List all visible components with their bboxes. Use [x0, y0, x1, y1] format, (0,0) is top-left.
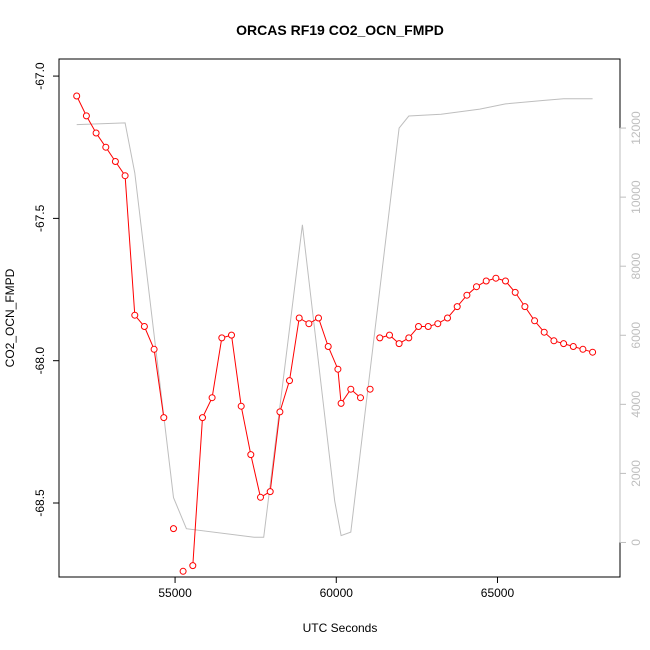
data-point [463, 291, 471, 299]
y2-tick-label: 10000 [629, 180, 643, 214]
data-point [560, 340, 568, 348]
y2-tick-label: 6000 [629, 322, 643, 349]
y-tick-label: -68.5 [33, 489, 47, 517]
y-tick-label: -67.5 [33, 204, 47, 232]
y2-tick-label: 4000 [629, 391, 643, 418]
y-tick-label: -68.0 [33, 347, 47, 375]
data-point [550, 337, 558, 345]
data-point [131, 311, 139, 319]
chart-title: ORCAS RF19 CO2_OCN_FMPD [236, 22, 444, 38]
data-point [92, 129, 100, 137]
data-point [434, 320, 442, 328]
data-point [266, 488, 274, 496]
data-point [102, 143, 110, 151]
data-point [502, 277, 509, 285]
data-point [395, 340, 403, 348]
data-point [366, 385, 374, 393]
data-point [82, 112, 90, 120]
data-point [150, 345, 158, 353]
data-point [73, 92, 81, 100]
data-point [569, 343, 577, 350]
x-tick-label: 55000 [158, 586, 192, 600]
data-point [305, 320, 313, 328]
primary-series-layer [73, 92, 597, 575]
y-tick-label: -67.0 [33, 62, 47, 90]
data-point [286, 377, 293, 385]
x-tick-label: 65000 [481, 586, 515, 600]
data-point [247, 451, 255, 459]
data-point [453, 303, 461, 311]
secondary-series-layer [76, 98, 593, 538]
data-point [376, 334, 384, 342]
data-point [111, 158, 119, 165]
data-point [473, 283, 480, 291]
data-point [257, 493, 264, 501]
data-point [482, 277, 490, 285]
data-point [324, 343, 332, 350]
data-point [511, 288, 519, 296]
data-point [531, 317, 539, 325]
data-point [337, 399, 345, 407]
y2-tick-label: 12000 [629, 111, 643, 145]
data-point [386, 331, 393, 339]
data-point [579, 345, 587, 353]
data-point [589, 348, 597, 356]
data-point [276, 408, 284, 416]
y2-tick-label: 8000 [629, 253, 643, 280]
data-point [295, 314, 303, 322]
y-axis-label: CO2_OCN_FMPD [3, 268, 17, 367]
y2-tick-label: 0 [629, 539, 643, 546]
data-point [170, 525, 177, 533]
data-point [179, 567, 187, 575]
data-point [347, 385, 355, 393]
data-point [199, 414, 206, 422]
data-point [160, 414, 168, 422]
y-axis: -68.5 -68.0 -67.5 -67.0 [33, 62, 60, 517]
x-axis: 55000 60000 65000 [158, 576, 515, 600]
primary-series-line-segment [76, 95, 165, 418]
data-point [405, 334, 413, 342]
x-tick-label: 60000 [320, 586, 354, 600]
secondary-y-axis: 0 2000 4000 6000 8000 10000 12000 [619, 111, 643, 546]
data-point [121, 172, 129, 180]
data-point [492, 274, 500, 282]
x-axis-label: UTC Seconds [303, 621, 378, 635]
data-point [208, 394, 216, 402]
data-point [189, 562, 197, 570]
data-point [415, 323, 422, 330]
primary-series-line-segment [192, 317, 361, 566]
primary-series-line-segment [379, 277, 593, 353]
data-point [444, 314, 451, 322]
data-point [140, 323, 148, 330]
data-point [228, 331, 235, 339]
y2-tick-label: 2000 [629, 460, 643, 487]
data-point [357, 394, 364, 402]
data-point [315, 314, 322, 322]
data-point [218, 334, 226, 342]
data-point [521, 303, 529, 311]
secondary-series-line [76, 98, 593, 538]
data-point [424, 323, 432, 330]
data-point [237, 402, 245, 410]
data-point [334, 365, 342, 373]
data-point [540, 328, 548, 336]
